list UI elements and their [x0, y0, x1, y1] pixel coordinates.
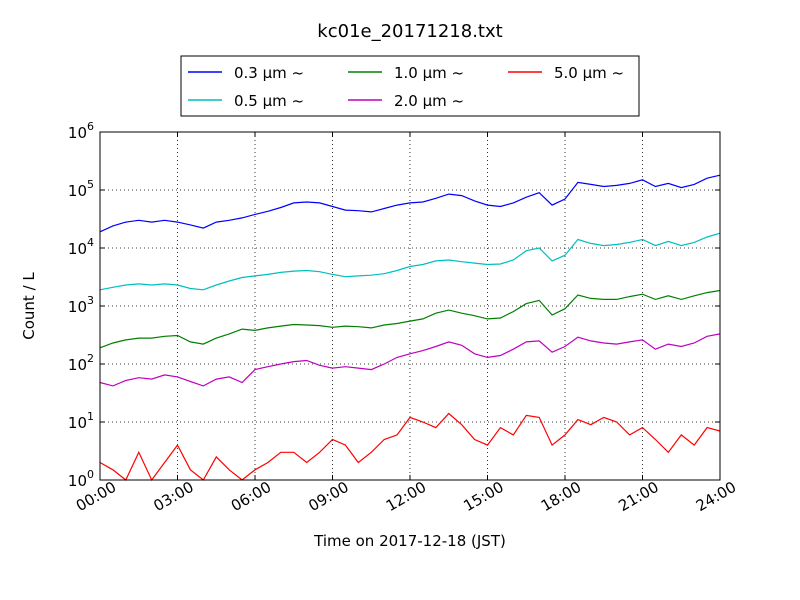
legend-label-4: 5.0 μm ~: [554, 64, 624, 82]
y-tick-label: 105: [68, 178, 94, 200]
y-tick-label: 101: [68, 410, 94, 432]
chart-title: kc01e_20171218.txt: [317, 21, 502, 42]
x-tick-label: 21:00: [615, 478, 661, 515]
legend-label-2: 1.0 μm ~: [394, 64, 464, 82]
y-tick-label: 103: [68, 294, 94, 316]
series-line-3: [99, 333, 721, 387]
legend-box: [180, 55, 640, 117]
x-tick-label: 24:00: [693, 478, 739, 515]
legend-label-0: 0.3 μm ~: [234, 64, 304, 82]
series-line-4: [99, 412, 721, 482]
axis-ticks: 00:00 03:00 06:00 09:00 12:00 15:00 18:00 21:00…: [68, 120, 739, 515]
y-tick-label: 106: [68, 120, 94, 142]
x-tick-label: 06:00: [228, 478, 274, 515]
y-tick-label: 102: [68, 352, 94, 374]
legend[interactable]: 0.3 μm ~ 0.5 μm ~ 1.0 μm ~ 2.0 μm ~ 5.0 μm ~: [180, 55, 640, 117]
legend-label-1: 0.5 μm ~: [234, 92, 304, 110]
x-tick-label: 09:00: [305, 478, 351, 515]
x-tick-label: 12:00: [383, 478, 429, 515]
x-axis-label: Time on 2017-12-18 (JST): [313, 532, 506, 550]
x-tick-label: 03:00: [150, 478, 196, 515]
series-line-1: [99, 232, 721, 291]
x-tick-label: 15:00: [460, 478, 506, 515]
series-line-2: [99, 289, 721, 349]
y-axis-label: Count / L: [20, 272, 38, 340]
series-layer: [99, 174, 721, 482]
x-tick-label: 18:00: [538, 478, 584, 515]
series-line-0: [99, 174, 721, 233]
y-tick-label: 104: [68, 236, 94, 258]
y-tick-label: 100: [68, 468, 94, 490]
legend-label-3: 2.0 μm ~: [394, 92, 464, 110]
